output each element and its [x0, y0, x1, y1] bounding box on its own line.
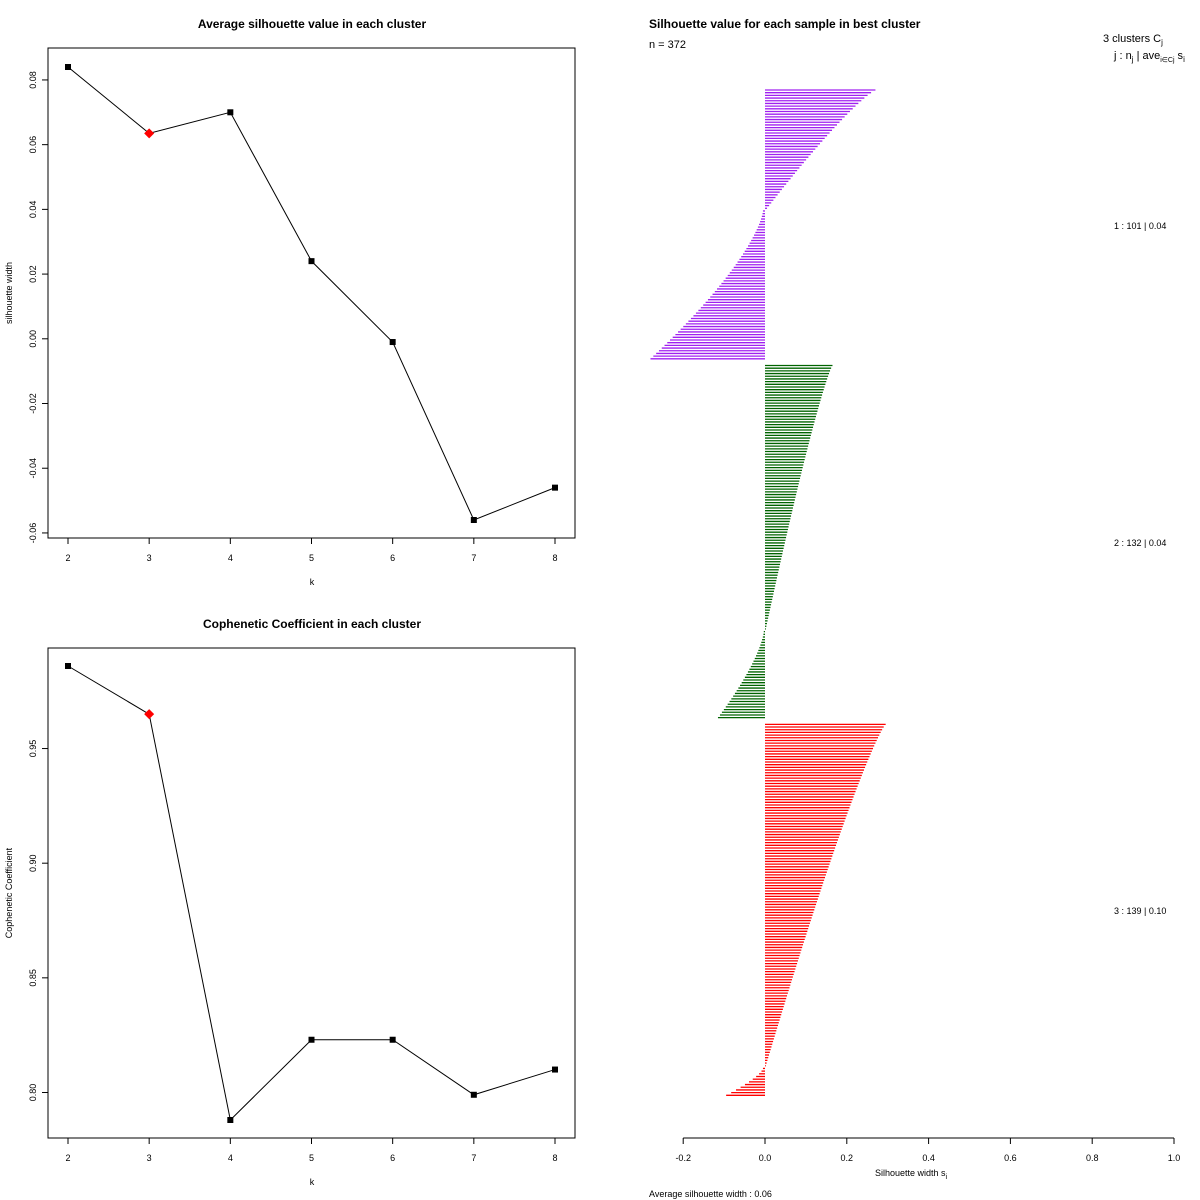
x-tick-label: 2 [65, 1153, 70, 1163]
x-axis-label: k [310, 577, 315, 587]
data-point [308, 258, 315, 265]
x-tick-label: 0.2 [841, 1153, 854, 1163]
x-tick-label: 0.8 [1086, 1153, 1099, 1163]
y-tick-label: 0.80 [28, 1084, 38, 1102]
series-line [65, 64, 558, 523]
y-tick-label: -0.04 [28, 458, 38, 479]
x-axis: 2 3 4 5 6 7 8 [65, 1138, 558, 1163]
cluster-label: 2 : 132 | 0.04 [1114, 538, 1166, 548]
y-tick-label: 0.95 [28, 740, 38, 758]
data-point [552, 1066, 558, 1073]
series-path [67, 665, 556, 1122]
x-tick-label: 5 [309, 553, 314, 563]
x-tick-label: 0.4 [922, 1153, 935, 1163]
series-path [67, 66, 556, 521]
chart-title: Cophenetic Coefficient in each cluster [203, 617, 421, 631]
series-line [65, 663, 558, 1123]
y-tick-label: 0.04 [28, 201, 38, 219]
x-tick-label: 0.0 [759, 1153, 772, 1163]
x-tick-label: 8 [552, 1153, 557, 1163]
y-axis-label: Cophenetic Coefficient [4, 847, 14, 938]
silhouette-line-chart: Average silhouette value in each cluster… [4, 17, 576, 587]
y-tick-label: 0.90 [28, 854, 38, 872]
x-tick-label: 6 [390, 1153, 395, 1163]
y-tick-label: 0.85 [28, 969, 38, 987]
silhouette-bar-plot: Silhouette value for each sample in best… [649, 17, 1185, 1199]
x-tick-label: 4 [228, 1153, 233, 1163]
x-tick-label: 7 [471, 553, 476, 563]
x-tick-label: 7 [471, 1153, 476, 1163]
cophenetic-line-chart: Cophenetic Coefficient in each cluster 2… [4, 617, 576, 1187]
data-point [470, 1091, 477, 1098]
data-point [227, 1117, 234, 1123]
data-point [227, 109, 234, 116]
data-point [552, 484, 558, 491]
y-axis: 0.80 0.85 0.90 0.95 [28, 740, 48, 1101]
y-tick-label: 0.06 [28, 136, 38, 154]
plot-frame [47, 47, 576, 539]
data-point [470, 517, 477, 523]
x-tick-label: 0.6 [1004, 1153, 1017, 1163]
data-point [65, 64, 71, 70]
x-tick-label: -0.2 [675, 1153, 691, 1163]
data-point [308, 1036, 315, 1043]
x-tick-label: 8 [552, 553, 557, 563]
silhouette-bars [650, 89, 886, 1096]
cluster-label: 1 : 101 | 0.04 [1114, 221, 1166, 231]
average-silhouette-label: Average silhouette width : 0.06 [649, 1189, 772, 1199]
x-axis-label: k [310, 1177, 315, 1187]
sample-count: n = 372 [649, 39, 686, 51]
data-point [389, 1036, 396, 1043]
highlight-point [144, 709, 155, 720]
highlight-point [144, 128, 155, 139]
x-tick-label: 1.0 [1168, 1153, 1181, 1163]
x-tick-label: 3 [147, 1153, 152, 1163]
chart-title: Average silhouette value in each cluster [198, 17, 427, 31]
chart-title: Silhouette value for each sample in best… [649, 17, 921, 31]
x-tick-label: 3 [147, 553, 152, 563]
legend-header-line1: 3 clusters Cj [1103, 33, 1163, 47]
cluster-labels: 1 : 101 | 0.04 2 : 132 | 0.04 3 : 139 | 0.… [1114, 221, 1166, 916]
cluster-label: 3 : 139 | 0.10 [1114, 906, 1166, 916]
y-tick-label: -0.02 [28, 393, 38, 414]
x-tick-label: 5 [309, 1153, 314, 1163]
y-tick-label: 0.08 [28, 71, 38, 89]
x-tick-label: 2 [65, 553, 70, 563]
y-axis: -0.06 -0.04 -0.02 0.00 0.02 0.04 0.06 0.08 [28, 71, 48, 543]
y-tick-label: 0.00 [28, 330, 38, 348]
x-tick-label: 4 [228, 553, 233, 563]
x-tick-label: 6 [390, 553, 395, 563]
y-tick-label: -0.06 [28, 523, 38, 544]
legend-header-line2: j : nj | avei∈Cj si [1113, 50, 1185, 64]
x-axis: -0.2 0.0 0.2 0.4 0.6 0.8 1.0 [675, 1137, 1181, 1163]
data-point [389, 339, 396, 346]
data-point [65, 663, 71, 669]
x-axis-label: Silhouette width si [875, 1168, 948, 1181]
plot-frame [47, 647, 576, 1139]
y-axis-label: silhouette width [4, 262, 14, 324]
x-axis: 2 3 4 5 6 7 8 [65, 538, 558, 563]
y-tick-label: 0.02 [28, 265, 38, 283]
